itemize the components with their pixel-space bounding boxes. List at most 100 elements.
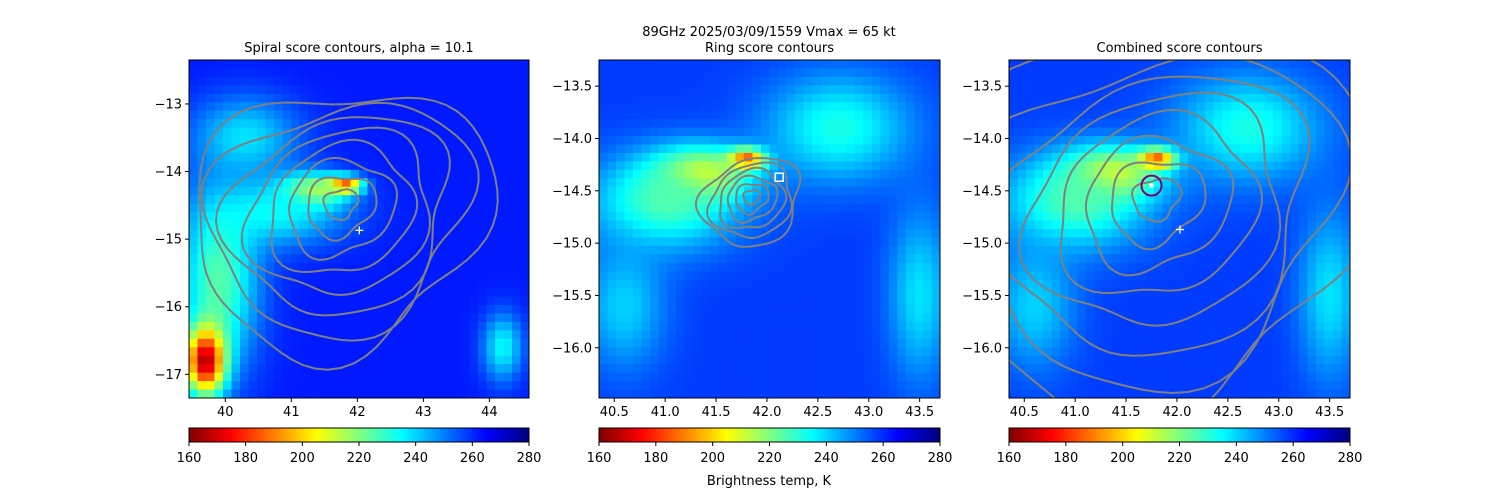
heatmap-cell (1017, 305, 1027, 315)
heatmap-cell (1239, 161, 1249, 171)
heatmap-cell (760, 237, 771, 247)
heatmap-cell (735, 288, 745, 298)
heatmap-cell (418, 389, 428, 398)
heatmap-cell (231, 186, 241, 196)
heatmap-cell (667, 296, 677, 306)
heatmap-cell (778, 321, 788, 331)
heatmap-cell (503, 152, 513, 162)
heatmap-cell (1111, 372, 1121, 382)
heatmap-cell (427, 355, 437, 365)
heatmap-cell (607, 254, 617, 264)
heatmap-cell (829, 279, 839, 289)
heatmap-cell (223, 271, 233, 281)
heatmap-cell (282, 229, 292, 239)
heatmap-cell (871, 381, 881, 391)
heatmap-cell (1094, 220, 1104, 230)
x-tick-label: 43.0 (854, 405, 883, 420)
heatmap-cell (1145, 186, 1155, 196)
heatmap-cell (829, 347, 839, 357)
heatmap-cell (1230, 338, 1240, 348)
heatmap-cell (469, 372, 479, 382)
heatmap-cell (265, 161, 275, 171)
heatmap-cell (1196, 347, 1206, 357)
heatmap-cell (726, 212, 737, 222)
heatmap-cell (214, 330, 224, 340)
heatmap-cell (1324, 229, 1334, 239)
heatmap-cell (1239, 203, 1249, 213)
heatmap-cell (240, 161, 250, 171)
heatmap-cell (905, 144, 916, 154)
heatmap-cell (495, 102, 505, 112)
y-tick-label: −17 (155, 368, 182, 383)
heatmap-cell (189, 136, 199, 146)
heatmap-cell (650, 68, 660, 78)
heatmap-cell (1043, 245, 1053, 255)
heatmap-cell (384, 381, 394, 391)
heatmap-cell (880, 355, 890, 365)
heatmap-cell (308, 212, 318, 222)
heatmap-cell (667, 271, 677, 281)
heatmap-cell (599, 119, 609, 129)
heatmap-cell (1324, 119, 1334, 129)
heatmap-cell (1077, 186, 1087, 196)
heatmap-cell (616, 119, 626, 129)
heatmap-cell (478, 279, 488, 289)
heatmap-cell (1128, 262, 1138, 272)
heatmap-cell (333, 110, 343, 120)
heatmap-cell (846, 178, 856, 188)
heatmap-cell (1017, 338, 1027, 348)
heatmap-cell (718, 237, 728, 247)
heatmap-cell (1136, 203, 1147, 213)
heatmap-cell (1196, 296, 1206, 306)
heatmap-cell (760, 381, 771, 391)
heatmap-cell (478, 321, 488, 331)
heatmap-cell (1247, 305, 1257, 315)
heatmap-cell (376, 355, 386, 365)
heatmap-cell (240, 271, 250, 281)
heatmap-cell (1077, 288, 1087, 298)
heatmap-cell (684, 296, 694, 306)
heatmap-cell (624, 237, 634, 247)
heatmap-cell (1162, 85, 1172, 95)
heatmap-cell (812, 237, 822, 247)
heatmap-cell (189, 212, 199, 222)
heatmap-cell (684, 178, 694, 188)
heatmap-cell (1307, 68, 1317, 78)
heatmap-cell (359, 296, 369, 306)
heatmap-cell (726, 144, 737, 154)
heatmap-cell (837, 321, 847, 331)
heatmap-cell (1264, 195, 1274, 205)
heatmap-cell (240, 136, 250, 146)
heatmap-cell (633, 212, 643, 222)
heatmap-cell (1213, 321, 1223, 331)
heatmap-cell (1153, 203, 1164, 213)
heatmap-cell (624, 254, 634, 264)
heatmap-cell (308, 178, 318, 188)
heatmap-cell (1179, 313, 1189, 323)
heatmap-cell (1213, 178, 1223, 188)
heatmap-cell (197, 372, 207, 382)
heatmap-cell (1153, 389, 1164, 398)
heatmap-cell (633, 271, 643, 281)
heatmap-cell (206, 93, 216, 103)
heatmap-cell (478, 76, 488, 86)
heatmap-cell (1196, 262, 1206, 272)
heatmap-cell (650, 144, 660, 154)
heatmap-cell (299, 338, 309, 348)
heatmap-cell (599, 136, 609, 146)
heatmap-cell (709, 313, 719, 323)
heatmap-cell (469, 271, 479, 281)
heatmap-cell (820, 195, 830, 205)
heatmap-cell (410, 389, 420, 398)
colorbar-tick-label: 180 (233, 451, 258, 466)
heatmap-cell (624, 347, 634, 357)
heatmap-cell (803, 364, 813, 374)
heatmap-cell (333, 102, 343, 112)
heatmap-cell (641, 271, 651, 281)
heatmap-cell (1188, 237, 1198, 247)
heatmap-cell (291, 364, 301, 374)
heatmap-cell (197, 288, 207, 298)
heatmap-cell (342, 110, 352, 120)
heatmap-cell (1307, 338, 1317, 348)
heatmap-cell (905, 372, 916, 382)
